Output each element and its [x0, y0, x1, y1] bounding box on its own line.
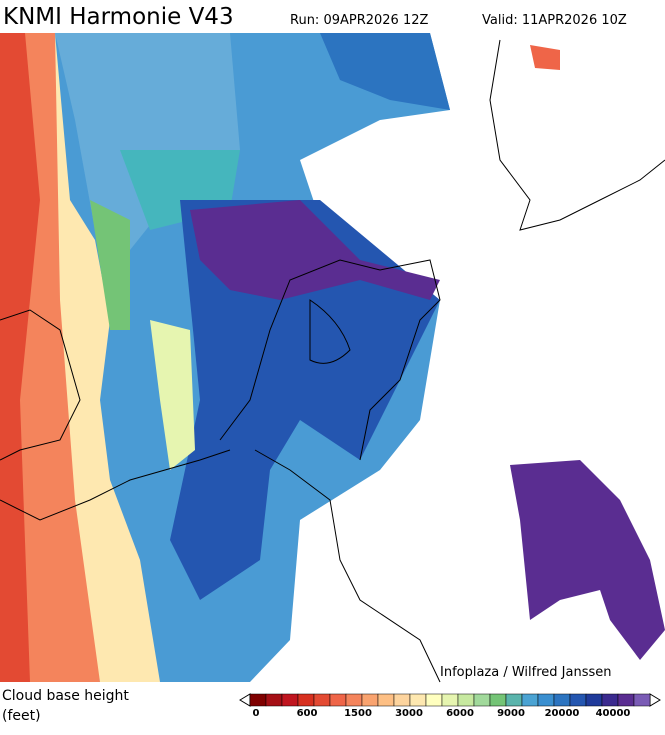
colorbar-box [633, 693, 651, 707]
colorbar-box [601, 693, 619, 707]
colorbar: 0 600 1500 3000 6000 9000 20000 40000 [249, 693, 651, 719]
colorbar-box [329, 693, 347, 707]
credit: Infoplaza / Wilfred Janssen [440, 665, 612, 680]
colorbar-box [345, 693, 363, 707]
colorbar-arrow [649, 693, 661, 707]
colorbar-box [249, 693, 267, 707]
colorbar-box [489, 693, 507, 707]
colorbar-label: 0 [253, 708, 260, 719]
colorbar-box [313, 693, 331, 707]
colorbar-box [505, 693, 523, 707]
colorbar-arrow [239, 693, 251, 707]
valid-time: Valid: 11APR2026 10Z [482, 13, 627, 28]
colorbar-label: 6000 [446, 708, 474, 719]
colorbar-box [569, 693, 587, 707]
colorbar-box [617, 693, 635, 707]
colorbar-box [441, 693, 459, 707]
legend-unit: (feet) [2, 708, 41, 724]
colorbar-label: 600 [297, 708, 318, 719]
colorbar-box [297, 693, 315, 707]
colorbar-label: 40000 [596, 708, 631, 719]
title: KNMI Harmonie V43 [3, 4, 234, 30]
colorbar-label: 3000 [395, 708, 423, 719]
colorbar-label: 1500 [344, 708, 372, 719]
colorbar-box [393, 693, 411, 707]
colorbar-box [537, 693, 555, 707]
colorbar-box [377, 693, 395, 707]
colorbar-box [361, 693, 379, 707]
colorbar-label: 20000 [545, 708, 580, 719]
colorbar-box [265, 693, 283, 707]
colorbar-box [553, 693, 571, 707]
colorbar-box [585, 693, 603, 707]
colorbar-box [425, 693, 443, 707]
map [0, 33, 665, 683]
legend-title: Cloud base height [2, 688, 129, 704]
colorbar-box [281, 693, 299, 707]
run-time: Run: 09APR2026 12Z [290, 13, 429, 28]
colorbar-box [521, 693, 539, 707]
colorbar-label: 9000 [497, 708, 525, 719]
colorbar-box [409, 693, 427, 707]
colorbar-box [457, 693, 475, 707]
colorbar-box [473, 693, 491, 707]
